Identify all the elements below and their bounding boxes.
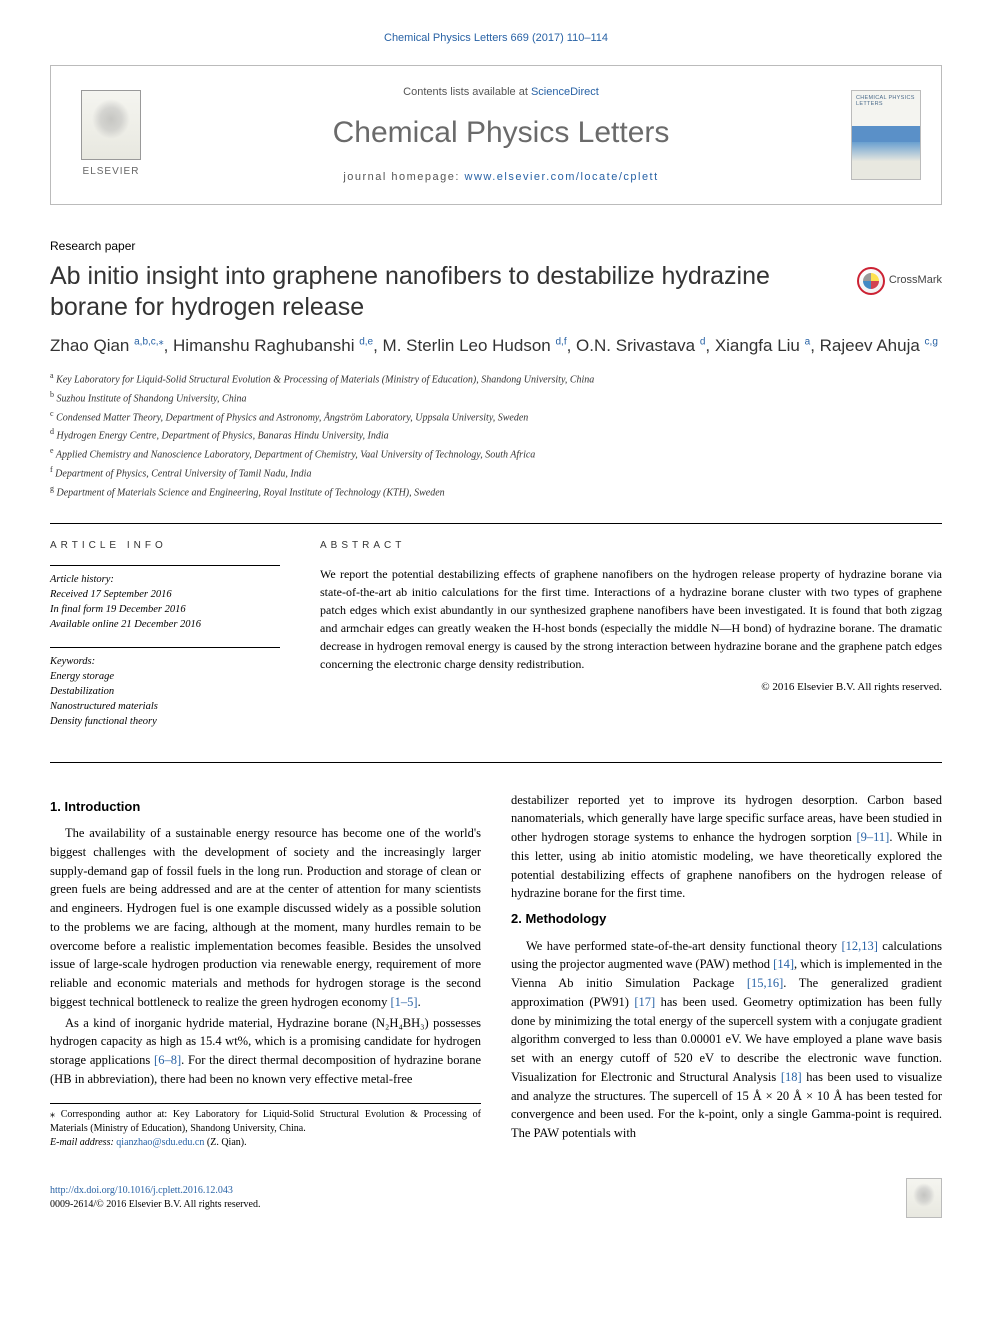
history-line: Received 17 September 2016	[50, 587, 280, 602]
contents-prefix: Contents lists available at	[403, 86, 531, 98]
affiliation-line: c Condensed Matter Theory, Department of…	[50, 408, 942, 426]
affiliation-line: d Hydrogen Energy Centre, Department of …	[50, 426, 942, 444]
body-columns: 1. Introduction The availability of a su…	[50, 791, 942, 1150]
sciencedirect-link[interactable]: ScienceDirect	[531, 86, 599, 98]
elsevier-tree-icon	[81, 90, 141, 160]
keyword: Density functional theory	[50, 714, 280, 729]
affiliation-line: f Department of Physics, Central Univers…	[50, 464, 942, 482]
citation-line: Chemical Physics Letters 669 (2017) 110–…	[50, 30, 942, 47]
section-2-title: 2. Methodology	[511, 909, 942, 929]
issn-line: 0009-2614/© 2016 Elsevier B.V. All right…	[50, 1198, 260, 1212]
article-info-column: ARTICLE INFO Article history: Received 1…	[50, 538, 280, 744]
keyword: Nanostructured materials	[50, 699, 280, 714]
affiliation-line: e Applied Chemistry and Nanoscience Labo…	[50, 445, 942, 463]
keyword: Destabilization	[50, 684, 280, 699]
abstract-copyright: © 2016 Elsevier B.V. All rights reserved…	[320, 679, 942, 696]
article-history: Article history: Received 17 September 2…	[50, 565, 280, 633]
abstract-label: ABSTRACT	[320, 538, 942, 553]
footnote-block: ⁎ Corresponding author at: Key Laborator…	[50, 1103, 481, 1150]
paper-type: Research paper	[50, 237, 942, 255]
homepage-prefix: journal homepage:	[343, 171, 464, 183]
corresponding-author: ⁎ Corresponding author at: Key Laborator…	[50, 1108, 481, 1136]
affiliation-line: b Suzhou Institute of Shandong Universit…	[50, 389, 942, 407]
section-2-para-1: We have performed state-of-the-art densi…	[511, 937, 942, 1143]
affiliation-line: g Department of Materials Science and En…	[50, 483, 942, 501]
authors-line: Zhao Qian a,b,c,⁎, Himanshu Raghubanshi …	[50, 335, 942, 358]
abstract-text: We report the potential destabilizing ef…	[320, 565, 942, 673]
affiliation-line: a Key Laboratory for Liquid-Solid Struct…	[50, 370, 942, 388]
email-line: E-mail address: qianzhao@sdu.edu.cn (Z. …	[50, 1136, 481, 1150]
keywords-block: Keywords: Energy storageDestabilizationN…	[50, 647, 280, 730]
section-1-para-2: As a kind of inorganic hydride material,…	[50, 1014, 481, 1089]
elsevier-mini-icon	[906, 1178, 942, 1218]
section-1-para-1: The availability of a sustainable energy…	[50, 824, 481, 1012]
ref-link[interactable]: [15,16]	[747, 976, 783, 990]
ref-link[interactable]: [6–8]	[154, 1053, 181, 1067]
ref-link[interactable]: [1–5]	[391, 995, 418, 1009]
homepage-link[interactable]: www.elsevier.com/locate/cplett	[465, 171, 659, 183]
article-info-label: ARTICLE INFO	[50, 538, 280, 553]
section-1-title: 1. Introduction	[50, 797, 481, 817]
abstract-column: ABSTRACT We report the potential destabi…	[320, 538, 942, 744]
section-1-para-2b: destabilizer reported yet to improve its…	[511, 791, 942, 904]
ref-link[interactable]: [14]	[773, 957, 794, 971]
history-line: Available online 21 December 2016	[50, 617, 280, 632]
paper-title: Ab initio insight into graphene nanofibe…	[50, 261, 837, 324]
ref-link[interactable]: [18]	[781, 1070, 802, 1084]
keywords-label: Keywords:	[50, 654, 280, 669]
elsevier-word: ELSEVIER	[71, 164, 151, 179]
journal-name: Chemical Physics Letters	[151, 110, 851, 155]
ref-link[interactable]: [9–11]	[856, 830, 889, 844]
elsevier-logo: ELSEVIER	[71, 90, 151, 179]
homepage-line: journal homepage: www.elsevier.com/locat…	[151, 169, 851, 186]
contents-line: Contents lists available at ScienceDirec…	[151, 84, 851, 101]
journal-cover-thumb	[851, 90, 921, 180]
crossmark-badge[interactable]: CrossMark	[857, 267, 942, 295]
crossmark-label: CrossMark	[889, 272, 942, 289]
keyword: Energy storage	[50, 669, 280, 684]
affiliations: a Key Laboratory for Liquid-Solid Struct…	[50, 370, 942, 501]
page-footer: http://dx.doi.org/10.1016/j.cplett.2016.…	[50, 1170, 942, 1218]
ref-link[interactable]: [17]	[634, 995, 655, 1009]
history-line: In final form 19 December 2016	[50, 602, 280, 617]
journal-header: ELSEVIER Contents lists available at Sci…	[50, 65, 942, 205]
doi-link[interactable]: http://dx.doi.org/10.1016/j.cplett.2016.…	[50, 1185, 233, 1196]
ref-link[interactable]: [12,13]	[841, 939, 877, 953]
history-label: Article history:	[50, 572, 280, 587]
crossmark-icon	[857, 267, 885, 295]
email-link[interactable]: qianzhao@sdu.edu.cn	[116, 1137, 204, 1148]
